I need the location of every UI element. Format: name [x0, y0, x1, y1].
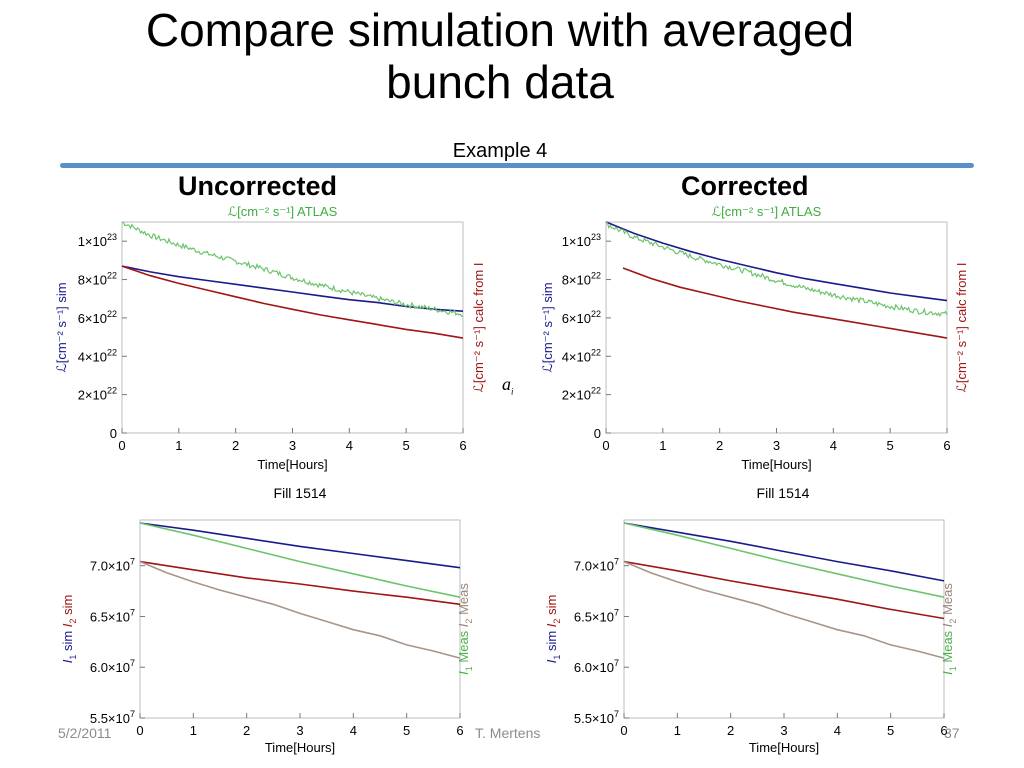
x-tick-label: 1	[190, 723, 197, 738]
y-axis-label-left: ℒ[cm⁻² s⁻¹] sim	[540, 282, 555, 372]
y-tick-label: 6.5×107	[90, 607, 135, 624]
x-tick-label: 6	[943, 438, 950, 453]
x-tick-label: 3	[296, 723, 303, 738]
series-line-3	[139, 560, 461, 659]
series-line-0	[623, 522, 945, 582]
y-tick-label: 6×1022	[562, 309, 601, 326]
x-tick-label: 5	[403, 723, 410, 738]
x-tick-label: 6	[459, 438, 466, 453]
y-tick-label: 1×1023	[562, 232, 601, 249]
series-line-0	[605, 221, 948, 302]
atlas-label: ℒ[cm⁻² s⁻¹] ATLAS	[712, 204, 822, 219]
series-line-1	[121, 265, 464, 339]
y-tick-label: 7.0×107	[90, 557, 135, 574]
divider-rule	[60, 163, 974, 168]
series-line-2	[121, 221, 464, 317]
slide-title: Compare simulation with averaged bunch d…	[0, 4, 1000, 108]
y-tick-label: 5.5×107	[574, 709, 619, 726]
y-tick-label: 6.0×107	[574, 658, 619, 675]
slide-subtitle: Example 4	[452, 140, 548, 162]
stray-symbol-sub: i	[511, 386, 514, 397]
y-tick-label: 4×1022	[562, 347, 601, 364]
x-axis-label: Time[Hours]	[741, 457, 811, 472]
chart-panel-2: 0 1 2 3 4 5 6 Time[Hours] 5.5×107 6.0×107 6.5×107 7…	[60, 519, 474, 755]
series-line-0	[139, 522, 461, 569]
footer-page: 37	[944, 725, 960, 741]
series-line-3	[623, 560, 945, 659]
chart-panel-1: 0 1 2 3 4 5 6 Time[Hours] 0 2×1022 4×1022 6×1022 8×1…	[540, 204, 969, 501]
x-tick-label: 3	[289, 438, 296, 453]
y-axis-label-right: ℒ[cm⁻² s⁻¹] calc from I	[954, 263, 969, 393]
series-line-2	[623, 560, 945, 620]
chart-caption: Fill 1514	[274, 485, 327, 501]
x-tick-label: 0	[602, 438, 609, 453]
heading-corrected: Corrected	[681, 171, 809, 201]
plot-frame	[139, 519, 461, 719]
y-axis-label-left: ℒ[cm⁻² s⁻¹] sim	[54, 282, 69, 372]
plot-frame	[623, 519, 945, 719]
footer-date: 5/2/2011	[58, 725, 112, 741]
x-tick-label: 2	[716, 438, 723, 453]
x-tick-label: 2	[243, 723, 250, 738]
y-tick-label: 6.0×107	[90, 658, 135, 675]
x-tick-label: 2	[232, 438, 239, 453]
x-tick-label: 5	[403, 438, 410, 453]
series-line-1	[622, 267, 948, 339]
x-tick-label: 0	[620, 723, 627, 738]
y-tick-label: 8×1022	[78, 271, 117, 288]
x-tick-label: 0	[136, 723, 143, 738]
heading-uncorrected: Uncorrected	[178, 171, 338, 201]
y-tick-label: 0	[110, 426, 117, 441]
x-tick-label: 4	[830, 438, 837, 453]
chart-panel-3: 0 1 2 3 4 5 6 Time[Hours] 5.5×107 6.0×107 6.5×107 7…	[544, 519, 958, 755]
x-tick-label: 1	[674, 723, 681, 738]
y-tick-label: 1×1023	[78, 232, 117, 249]
series-line-1	[623, 522, 945, 598]
x-tick-label: 0	[118, 438, 125, 453]
stray-symbol: ai	[502, 374, 514, 397]
x-tick-label: 6	[940, 723, 947, 738]
x-axis-label: Time[Hours]	[749, 740, 819, 755]
y-tick-label: 6.5×107	[574, 607, 619, 624]
title-line-2: bunch data	[386, 56, 614, 108]
series-line-2	[605, 222, 948, 318]
y-tick-label: 6×1022	[78, 309, 117, 326]
y-tick-label: 8×1022	[562, 271, 601, 288]
y-tick-label: 5.5×107	[90, 709, 135, 726]
y-axis-label-left: I1 sim I2 sim	[60, 595, 78, 664]
y-tick-label: 4×1022	[78, 347, 117, 364]
y-tick-label: 7.0×107	[574, 557, 619, 574]
plot-frame	[121, 221, 464, 434]
x-tick-label: 4	[834, 723, 841, 738]
y-tick-label: 0	[594, 426, 601, 441]
x-axis-label: Time[Hours]	[265, 740, 335, 755]
x-tick-label: 3	[780, 723, 787, 738]
chart-caption: Fill 1514	[757, 485, 810, 501]
y-tick-label: 2×1022	[78, 386, 117, 403]
title-line-1: Compare simulation with averaged	[145, 4, 855, 56]
series-line-1	[139, 522, 461, 598]
x-tick-label: 5	[887, 438, 894, 453]
series-line-2	[139, 560, 461, 606]
y-tick-label: 2×1022	[562, 386, 601, 403]
x-tick-label: 4	[346, 438, 353, 453]
y-axis-label-right: I1 Meas I2 Meas	[940, 583, 958, 675]
plot-frame	[605, 221, 948, 434]
y-axis-label-right: I1 Meas I2 Meas	[456, 583, 474, 675]
x-tick-label: 2	[727, 723, 734, 738]
x-tick-label: 6	[456, 723, 463, 738]
x-tick-label: 3	[773, 438, 780, 453]
x-tick-label: 4	[350, 723, 357, 738]
atlas-label: ℒ[cm⁻² s⁻¹] ATLAS	[228, 204, 338, 219]
footer-author: T. Mertens	[475, 725, 541, 741]
y-axis-label-left: I1 sim I2 sim	[544, 595, 562, 664]
x-tick-label: 1	[175, 438, 182, 453]
x-tick-label: 1	[659, 438, 666, 453]
stray-symbol-main: a	[502, 374, 511, 394]
x-tick-label: 5	[887, 723, 894, 738]
chart-panel-0: 0 1 2 3 4 5 6 Time[Hours] 0 2×1022 4×1022 6×1022 8×1…	[54, 204, 486, 501]
y-axis-label-right: ℒ[cm⁻² s⁻¹] calc from I	[471, 263, 486, 393]
x-axis-label: Time[Hours]	[257, 457, 327, 472]
